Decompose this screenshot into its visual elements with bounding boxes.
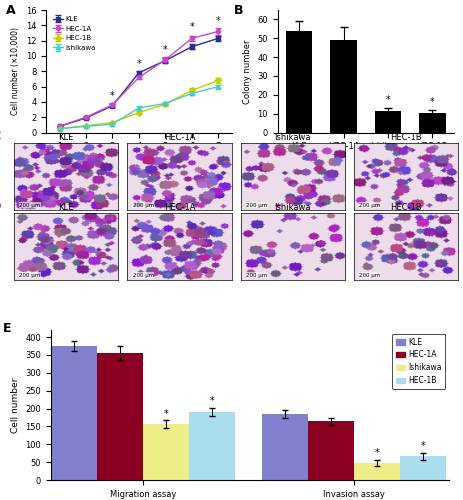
Title: Ishikawa: Ishikawa	[275, 204, 311, 212]
Bar	[143, 424, 189, 480]
Text: 200 μm: 200 μm	[132, 272, 154, 278]
Text: *: *	[210, 396, 214, 406]
Title: KLE: KLE	[58, 204, 74, 212]
Text: D: D	[0, 200, 1, 213]
Title: Ishikawa: Ishikawa	[275, 134, 311, 142]
Text: *: *	[386, 95, 390, 105]
Text: 200 μm: 200 μm	[246, 272, 267, 278]
Bar	[354, 463, 400, 480]
Text: *: *	[375, 448, 380, 458]
Bar	[419, 112, 446, 132]
Title: KLE: KLE	[58, 134, 74, 142]
Y-axis label: Cell number: Cell number	[11, 378, 20, 432]
Text: *: *	[216, 16, 221, 26]
Title: HEC-1A: HEC-1A	[163, 134, 195, 142]
Text: 200 μm: 200 μm	[359, 272, 381, 278]
Bar	[286, 30, 313, 132]
Bar	[262, 414, 308, 480]
Bar	[330, 40, 357, 132]
Legend: KLE, HEC-1A, Ishikawa, HEC-1B: KLE, HEC-1A, Ishikawa, HEC-1B	[392, 334, 445, 389]
Text: 200 μm: 200 μm	[359, 202, 381, 207]
Bar	[308, 421, 354, 480]
Text: *: *	[164, 408, 169, 418]
Title: HEC-1A: HEC-1A	[163, 204, 195, 212]
Text: 200 μm: 200 μm	[19, 272, 40, 278]
Y-axis label: Colony number: Colony number	[243, 39, 252, 104]
Text: 200 μm: 200 μm	[246, 202, 267, 207]
Text: *: *	[421, 440, 426, 450]
Bar	[51, 346, 97, 480]
Bar	[97, 353, 143, 480]
Bar	[400, 456, 446, 480]
Text: E: E	[3, 322, 12, 336]
Text: *: *	[430, 97, 435, 107]
Text: 200 μm: 200 μm	[132, 202, 154, 207]
Legend: KLE, HEC-1A, HEC-1B, Ishikawa: KLE, HEC-1A, HEC-1B, Ishikawa	[50, 14, 98, 54]
Text: *: *	[110, 91, 115, 101]
X-axis label: Days: Days	[126, 157, 152, 167]
Bar	[375, 111, 401, 132]
Text: *: *	[137, 59, 141, 69]
Title: HEC-1B: HEC-1B	[390, 204, 422, 212]
Text: A: A	[6, 4, 15, 17]
Y-axis label: Cell number (×10,000): Cell number (×10,000)	[12, 27, 20, 116]
Bar	[189, 412, 235, 480]
Text: B: B	[234, 4, 244, 17]
Text: 200 μm: 200 μm	[19, 202, 40, 207]
Text: *: *	[189, 22, 194, 32]
Text: *: *	[163, 45, 168, 55]
Title: HEC-1B: HEC-1B	[390, 134, 422, 142]
